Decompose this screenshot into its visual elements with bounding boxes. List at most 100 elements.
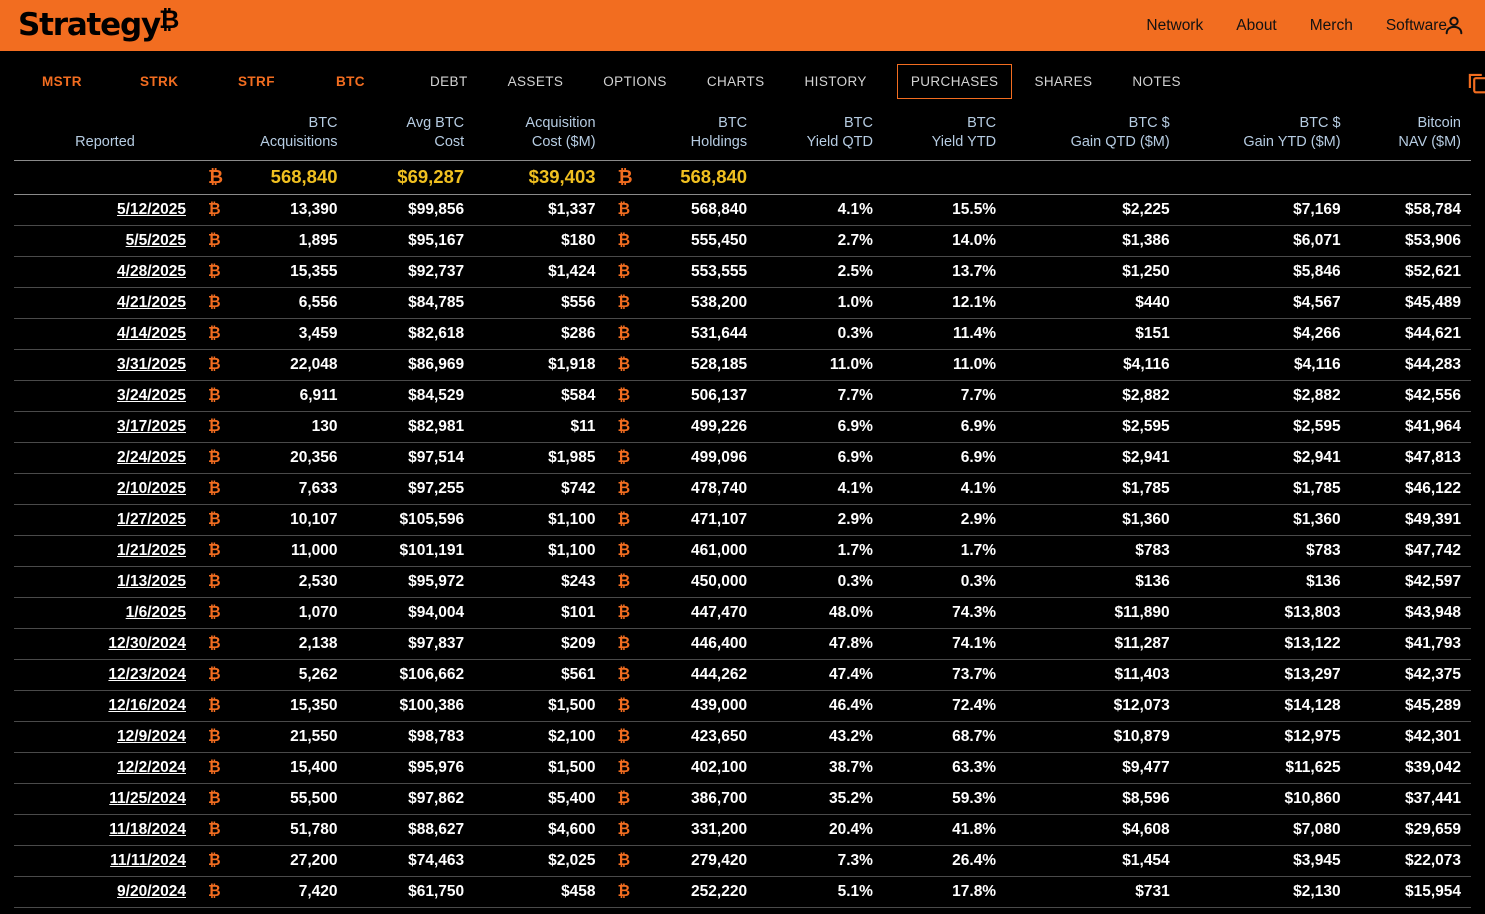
reported-date-link[interactable]: 4/28/2025 xyxy=(117,263,186,280)
reported-date-link[interactable]: 11/25/2024 xyxy=(109,790,186,807)
col-header-btc-holdings[interactable]: BTC Holdings xyxy=(690,115,748,150)
table-row[interactable]: 12/9/2024 ₿ 21,550 $98,783 $2,100 ₿ 423,650 43.… xyxy=(14,721,1471,753)
cell-btc-acquisitions: ₿ 7,633 xyxy=(196,473,348,505)
reported-date-link[interactable]: 1/27/2025 xyxy=(117,511,186,528)
table-row[interactable]: 12/23/2024 ₿ 5,262 $106,662 $561 ₿ 444,262 47.4… xyxy=(14,659,1471,691)
topnav-item-merch[interactable]: Merch xyxy=(1309,16,1353,34)
reported-date-link[interactable]: 5/12/2025 xyxy=(117,201,186,218)
table-row[interactable]: 1/27/2025 ₿ 10,107 $105,596 $1,100 ₿ 471,107 2.… xyxy=(14,504,1471,536)
reported-date-link[interactable]: 12/30/2024 xyxy=(108,635,186,652)
reported-date-link[interactable]: 1/13/2025 xyxy=(117,573,186,590)
table-row[interactable]: 3/31/2025 ₿ 22,048 $86,969 $1,918 ₿ 528,185 11.… xyxy=(14,349,1471,381)
cell-bitcoin-nav: $43,948 xyxy=(1350,597,1471,629)
topnav-item-about[interactable]: About xyxy=(1236,16,1277,34)
bitcoin-symbol-icon: ₿ xyxy=(617,325,631,342)
table-row[interactable]: 2/10/2025 ₿ 7,633 $97,255 $742 ₿ 478,740 4.1% 4.… xyxy=(14,473,1471,505)
reported-date-link[interactable]: 12/2/2024 xyxy=(117,759,186,776)
table-row[interactable]: 12/16/2024 ₿ 15,350 $100,386 $1,500 ₿ 439,000 4… xyxy=(14,690,1471,722)
col-header-acquisition-cost[interactable]: Acquisition Cost ($M) xyxy=(525,115,596,150)
tab-options[interactable]: OPTIONS xyxy=(603,73,667,89)
tab-mstr[interactable]: MSTR xyxy=(42,73,82,89)
tab-history[interactable]: HISTORY xyxy=(804,73,867,89)
reported-date-link[interactable]: 12/23/2024 xyxy=(108,666,186,683)
reported-date-link[interactable]: 1/21/2025 xyxy=(117,542,186,559)
cell-btc-gain-ytd: $1,876 xyxy=(1179,907,1351,914)
table-row[interactable]: 9/20/2024 ₿ 7,420 $61,750 $458 ₿ 252,220 5.1% 17… xyxy=(14,876,1471,908)
cell-btc-acquisitions: ₿ 22,048 xyxy=(196,349,348,381)
cell-acquisition-cost: $180 xyxy=(474,225,606,257)
table-row[interactable]: 11/25/2024 ₿ 55,500 $97,862 $5,400 ₿ 386,700 35… xyxy=(14,783,1471,815)
cell-avg-btc-cost: $97,862 xyxy=(347,783,475,815)
tab-notes[interactable]: NOTES xyxy=(1132,73,1181,89)
tab-strk[interactable]: STRK xyxy=(140,73,179,89)
cell-btc-holdings: ₿ 279,420 xyxy=(605,845,758,877)
cell-acquisition-cost: $39,403 xyxy=(474,161,606,195)
table-row[interactable]: 2/24/2025 ₿ 20,356 $97,514 $1,985 ₿ 499,096 6.9… xyxy=(14,442,1471,474)
table-row[interactable]: 4/14/2025 ₿ 3,459 $82,618 $286 ₿ 531,644 0.3% 11… xyxy=(14,318,1471,350)
copy-icon[interactable] xyxy=(1465,69,1485,95)
bitcoin-symbol-icon: ₿ xyxy=(208,480,221,497)
table-row[interactable]: 12/30/2024 ₿ 2,138 $97,837 $209 ₿ 446,400 47.8%… xyxy=(14,628,1471,660)
col-header-btc-acquisitions[interactable]: BTC Acquisitions xyxy=(260,115,338,150)
cell-btc-gain-ytd: $2,595 xyxy=(1179,411,1351,443)
col-header-avg-btc-cost[interactable]: Avg BTC Cost xyxy=(406,115,465,150)
topnav-item-network[interactable]: Network xyxy=(1146,16,1204,34)
reported-date-link[interactable]: 5/5/2025 xyxy=(125,232,186,249)
col-header-reported[interactable]: Reported xyxy=(75,134,135,150)
tab-assets[interactable]: ASSETS xyxy=(507,73,564,89)
cell-btc-acquisitions: ₿ 21,550 xyxy=(196,721,348,753)
tab-purchases[interactable]: PURCHASES xyxy=(896,63,1013,99)
tab-strf[interactable]: STRF xyxy=(238,73,275,89)
table-row[interactable]: 5/12/2025 ₿ 13,390 $99,856 $1,337 ₿ 568,840 4.1… xyxy=(14,194,1471,226)
cell-btc-holdings: ₿ 568,840 xyxy=(605,161,758,195)
reported-date-link[interactable]: 11/18/2024 xyxy=(109,821,186,838)
reported-date-link[interactable]: 9/20/2024 xyxy=(117,883,186,900)
table-row[interactable]: 3/24/2025 ₿ 6,911 $84,529 $584 ₿ 506,137 7.7% 7.… xyxy=(14,380,1471,412)
cell-value: 423,650 xyxy=(691,728,748,745)
reported-date-link[interactable]: 2/10/2025 xyxy=(117,480,186,497)
reported-date-link[interactable]: 12/9/2024 xyxy=(117,728,186,745)
cell-avg-btc-cost: $97,255 xyxy=(347,473,475,505)
col-header-btc-yield-qtd[interactable]: BTC Yield QTD xyxy=(806,115,873,150)
reported-date-link[interactable]: 12/16/2024 xyxy=(108,697,186,714)
table-row[interactable]: 12/2/2024 ₿ 15,400 $95,976 $1,500 ₿ 402,100 38.… xyxy=(14,752,1471,784)
table-row[interactable]: 9/13/2024₿18,300$60,408$1,110₿244,8004.4… xyxy=(14,907,1471,914)
table-row[interactable]: 11/11/2024 ₿ 27,200 $74,463 $2,025 ₿ 279,420 7.… xyxy=(14,845,1471,877)
table-row[interactable]: 3/17/2025 ₿ 130 $82,981 $11 ₿ 499,226 6.9% 6.9% $… xyxy=(14,411,1471,443)
table-row[interactable]: 1/13/2025 ₿ 2,530 $95,972 $243 ₿ 450,000 0.3% 0.… xyxy=(14,566,1471,598)
cell-btc-yield-qtd: 2.9% xyxy=(757,504,883,536)
reported-date-link[interactable]: 3/31/2025 xyxy=(117,356,186,373)
cell-acquisition-cost: $5,400 xyxy=(474,783,606,815)
reported-date-link[interactable]: 3/24/2025 xyxy=(117,387,186,404)
reported-date-link[interactable]: 4/14/2025 xyxy=(117,325,186,342)
cell-btc-yield-ytd: 12.1% xyxy=(882,287,1007,319)
tab-btc[interactable]: BTC xyxy=(336,73,365,89)
col-header-btc-gain-qtd[interactable]: BTC $ Gain QTD ($M) xyxy=(1070,115,1170,150)
cell-bitcoin-nav: $29,659 xyxy=(1350,814,1471,846)
cell-btc-acquisitions: ₿ 1,895 xyxy=(196,225,348,257)
reported-date-link[interactable]: 11/11/2024 xyxy=(110,852,186,869)
brand-logo[interactable]: Strategy ₿ xyxy=(18,7,179,41)
cell-reported: 2/10/2025 xyxy=(14,473,196,505)
topnav-item-software[interactable]: Software xyxy=(1385,16,1447,34)
reported-date-link[interactable]: 1/6/2025 xyxy=(125,604,186,621)
table-row[interactable]: 1/6/2025 ₿ 1,070 $94,004 $101 ₿ 447,470 48.0% 74… xyxy=(14,597,1471,629)
table-row[interactable]: 1/21/2025 ₿ 11,000 $101,191 $1,100 ₿ 461,000 1.… xyxy=(14,535,1471,567)
cell-btc-acquisitions: ₿ 15,400 xyxy=(196,752,348,784)
table-row[interactable]: 4/21/2025 ₿ 6,556 $84,785 $556 ₿ 538,200 1.0% 12… xyxy=(14,287,1471,319)
col-header-btc-yield-ytd[interactable]: BTC Yield YTD xyxy=(931,115,997,150)
reported-date-link[interactable]: 4/21/2025 xyxy=(117,294,186,311)
table-row[interactable]: 5/5/2025 ₿ 1,895 $95,167 $180 ₿ 555,450 2.7% 14.… xyxy=(14,225,1471,257)
tab-debt[interactable]: DEBT xyxy=(430,73,468,89)
tab-shares[interactable]: SHARES xyxy=(1034,73,1093,89)
account-icon[interactable] xyxy=(1443,14,1465,36)
cell-btc-gain-qtd: $731 xyxy=(1006,876,1180,908)
table-row[interactable]: 11/18/2024 ₿ 51,780 $88,627 $4,600 ₿ 331,200 20… xyxy=(14,814,1471,846)
cell-acquisition-cost: $561 xyxy=(474,659,606,691)
reported-date-link[interactable]: 3/17/2025 xyxy=(117,418,186,435)
reported-date-link[interactable]: 2/24/2025 xyxy=(117,449,186,466)
table-row[interactable]: 4/28/2025 ₿ 15,355 $92,737 $1,424 ₿ 553,555 2.5… xyxy=(14,256,1471,288)
tab-charts[interactable]: CHARTS xyxy=(706,73,765,89)
col-header-btc-gain-ytd[interactable]: BTC $ Gain YTD ($M) xyxy=(1243,115,1341,150)
col-header-bitcoin-nav[interactable]: Bitcoin NAV ($M) xyxy=(1398,115,1461,150)
